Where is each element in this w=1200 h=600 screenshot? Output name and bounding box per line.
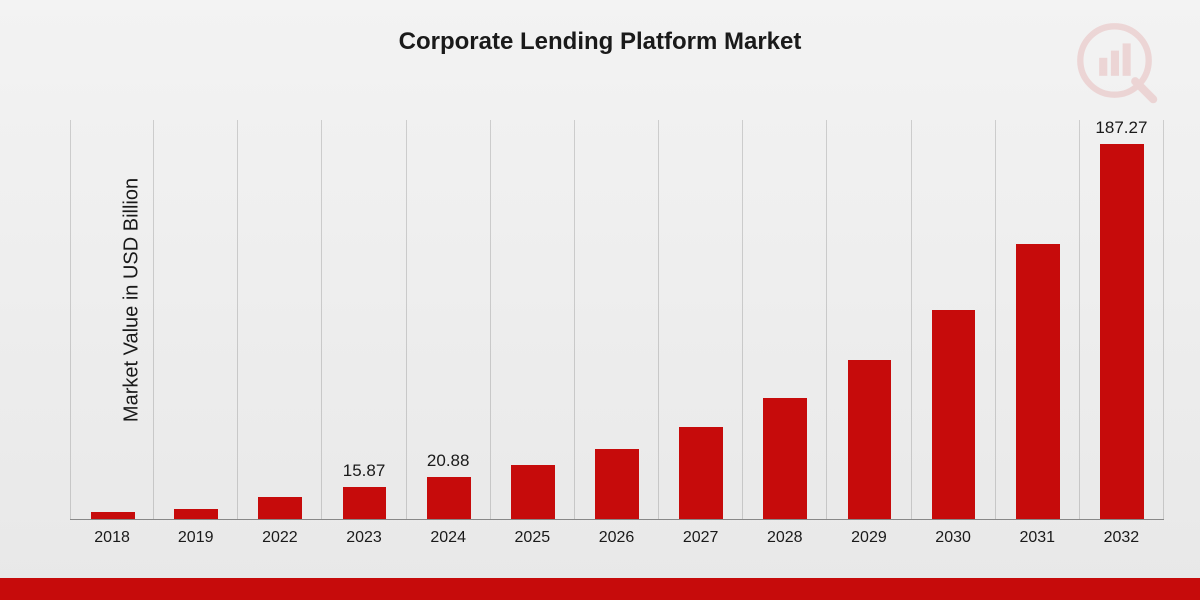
bar [258, 497, 302, 519]
chart-column: 2027 [659, 120, 743, 519]
watermark-logo-icon [1074, 20, 1164, 110]
chart-column: 2028 [743, 120, 827, 519]
bar [427, 477, 471, 519]
bar [91, 512, 135, 519]
x-axis-tick-label: 2032 [1080, 529, 1163, 547]
x-axis-tick-label: 2025 [491, 529, 574, 547]
bar [1100, 144, 1144, 519]
chart-column: 187.272032 [1080, 120, 1164, 519]
bar [1016, 244, 1060, 519]
x-axis-tick-label: 2022 [238, 529, 321, 547]
bar [595, 449, 639, 519]
x-axis-tick-label: 2023 [322, 529, 405, 547]
x-axis-tick-label: 2030 [912, 529, 995, 547]
chart-column: 2025 [491, 120, 575, 519]
chart-column: 15.872023 [322, 120, 406, 519]
bar [174, 509, 218, 519]
chart-title: Corporate Lending Platform Market [0, 28, 1200, 56]
chart-column: 2019 [154, 120, 238, 519]
x-axis-tick-label: 2019 [154, 529, 237, 547]
bar [848, 360, 892, 519]
plot-area: 20182019202215.87202320.8820242025202620… [70, 120, 1164, 520]
bar [343, 487, 387, 519]
bar-value-label: 15.87 [322, 461, 405, 481]
x-axis-tick-label: 2018 [71, 529, 153, 547]
x-axis-tick-label: 2031 [996, 529, 1079, 547]
bar [679, 427, 723, 519]
bar [763, 398, 807, 519]
bar-value-label: 20.88 [407, 451, 490, 471]
x-axis-tick-label: 2028 [743, 529, 826, 547]
chart-column: 20.882024 [407, 120, 491, 519]
chart-column: 2026 [575, 120, 659, 519]
x-axis-tick-label: 2024 [407, 529, 490, 547]
x-axis-tick-label: 2029 [827, 529, 910, 547]
bar-value-label: 187.27 [1080, 118, 1163, 138]
bar [932, 310, 976, 519]
chart-column: 2029 [827, 120, 911, 519]
chart-column: 2022 [238, 120, 322, 519]
bar [511, 465, 555, 519]
x-axis-tick-label: 2026 [575, 529, 658, 547]
chart-column: 2030 [912, 120, 996, 519]
chart-column: 2018 [70, 120, 154, 519]
chart-column: 2031 [996, 120, 1080, 519]
footer-accent-bar [0, 578, 1200, 600]
x-axis-tick-label: 2027 [659, 529, 742, 547]
